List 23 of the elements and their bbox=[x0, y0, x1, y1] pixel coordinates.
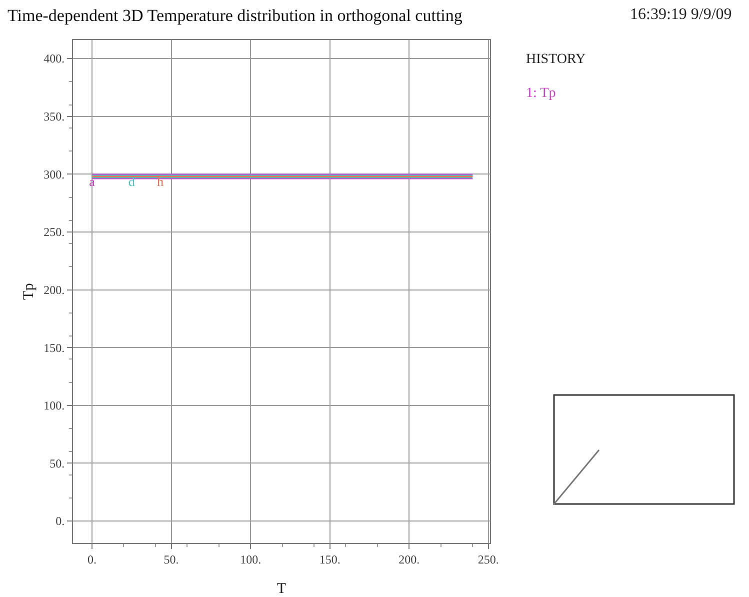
chart-title: Time-dependent 3D Temperature distribution in orthogonal cutting bbox=[7, 6, 463, 25]
y-tick-label: 50. bbox=[50, 456, 65, 470]
y-tick-label: 300. bbox=[44, 167, 65, 182]
series-label: h bbox=[156, 174, 164, 190]
y-tick-label: 250. bbox=[44, 225, 65, 240]
y-tick-label: 0. bbox=[56, 514, 65, 528]
x-tick-label: 0. bbox=[88, 552, 97, 566]
x-tick-label: 250. bbox=[478, 552, 499, 566]
y-tick-label: 100. bbox=[44, 398, 65, 413]
x-tick-label: 200. bbox=[398, 552, 420, 566]
y-tick-label: 350. bbox=[44, 110, 65, 124]
y-tick-label: 200. bbox=[44, 282, 65, 297]
y-tick-label: 400. bbox=[44, 52, 65, 66]
text: HISTORY bbox=[526, 52, 586, 68]
x-axis-title: T bbox=[276, 581, 286, 597]
x-tick-label: 100. bbox=[240, 552, 262, 566]
series-label: a bbox=[89, 174, 96, 190]
text: 16:39:19 9/9/09 bbox=[630, 6, 732, 24]
x-tick-label: 50. bbox=[164, 552, 179, 566]
x-tick-label: 150. bbox=[319, 552, 340, 566]
text: 1: Tp bbox=[526, 86, 556, 102]
y-tick-label: 150. bbox=[44, 340, 65, 355]
y-axis-title: Tp bbox=[21, 283, 37, 300]
